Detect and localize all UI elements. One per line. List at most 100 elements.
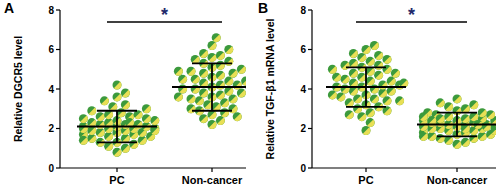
- point-half: [359, 113, 367, 121]
- data-point: [191, 85, 200, 94]
- point-half: [357, 112, 366, 121]
- point-half: [224, 77, 233, 86]
- point-half: [375, 52, 383, 60]
- point-half: [353, 104, 362, 113]
- error-cap: [97, 110, 137, 112]
- error-cap: [97, 141, 137, 143]
- data-point: [216, 71, 225, 80]
- y-tick-label: 4: [300, 84, 306, 95]
- point-half: [117, 108, 126, 117]
- data-point: [366, 77, 375, 86]
- data-point: [104, 132, 113, 141]
- point-half: [487, 111, 495, 119]
- data-point: [220, 98, 229, 107]
- error-bar: [192, 63, 232, 110]
- point-half: [380, 90, 388, 98]
- point-half: [217, 92, 225, 100]
- data-point: [237, 88, 246, 97]
- data-point: [341, 61, 350, 70]
- point-half: [100, 96, 109, 105]
- point-half: [482, 122, 491, 131]
- point-half: [328, 65, 337, 74]
- data-point: [208, 120, 217, 129]
- point-half: [469, 134, 478, 143]
- point-half: [237, 88, 246, 97]
- point-half: [363, 127, 371, 135]
- data-point: [121, 100, 130, 109]
- data-point: [224, 77, 233, 86]
- point-half: [329, 66, 337, 74]
- point-half: [233, 112, 242, 121]
- data-point: [336, 92, 345, 101]
- point-half: [445, 104, 453, 112]
- point-half: [150, 116, 159, 125]
- point-half: [138, 136, 147, 145]
- x-tick-label: Non-cancer: [427, 174, 488, 186]
- data-point: [490, 126, 496, 135]
- point-half: [200, 70, 208, 78]
- point-half: [478, 132, 487, 141]
- point-half: [224, 45, 233, 54]
- data-point: [224, 45, 233, 54]
- point-half: [366, 57, 375, 66]
- point-half: [224, 57, 233, 66]
- data-point: [79, 114, 88, 123]
- point-half: [221, 100, 229, 108]
- point-half: [212, 33, 221, 42]
- data-point: [436, 98, 445, 107]
- data-point: [353, 94, 362, 103]
- point-half: [388, 88, 396, 96]
- point-half: [362, 126, 371, 135]
- data-point: [357, 112, 366, 121]
- data-point: [96, 128, 105, 137]
- data-point: [199, 69, 208, 78]
- point-half: [328, 90, 337, 99]
- point-half: [234, 113, 242, 121]
- point-half: [462, 115, 470, 123]
- point-half: [342, 62, 350, 70]
- point-half: [209, 111, 217, 119]
- error-cap: [192, 110, 232, 112]
- data-point: [461, 114, 470, 123]
- point-half: [371, 42, 379, 50]
- x-tick: [456, 168, 457, 172]
- y-tick-label: 8: [48, 5, 54, 16]
- data-point: [387, 77, 396, 86]
- error-cap: [346, 66, 386, 68]
- data-point: [374, 51, 383, 60]
- point-half: [113, 148, 122, 157]
- point-half: [152, 127, 160, 135]
- point-half: [203, 100, 212, 109]
- data-point: [229, 69, 238, 78]
- point-half: [478, 108, 487, 117]
- point-half: [200, 115, 208, 123]
- point-half: [195, 96, 204, 105]
- point-half: [87, 106, 96, 115]
- y-tick: [56, 128, 60, 129]
- point-half: [357, 53, 366, 62]
- point-half: [349, 49, 358, 58]
- mean-line: [172, 86, 246, 88]
- plot-area: [326, 41, 496, 149]
- data-point: [96, 120, 105, 129]
- data-point: [461, 138, 470, 147]
- point-half: [238, 66, 246, 74]
- data-point: [150, 116, 159, 125]
- point-half: [188, 68, 196, 76]
- point-half: [178, 75, 187, 84]
- point-half: [384, 56, 392, 64]
- point-half: [79, 114, 88, 123]
- error-bar: [437, 113, 477, 137]
- point-half: [175, 68, 183, 76]
- data-point: [178, 75, 187, 84]
- point-half: [216, 71, 225, 80]
- data-point: [436, 134, 445, 143]
- point-half: [213, 34, 221, 42]
- data-point: [203, 100, 212, 109]
- data-point: [100, 96, 109, 105]
- point-half: [229, 69, 238, 78]
- y-tick: [308, 9, 312, 10]
- point-half: [89, 127, 97, 135]
- point-half: [217, 52, 225, 60]
- data-point: [229, 94, 238, 103]
